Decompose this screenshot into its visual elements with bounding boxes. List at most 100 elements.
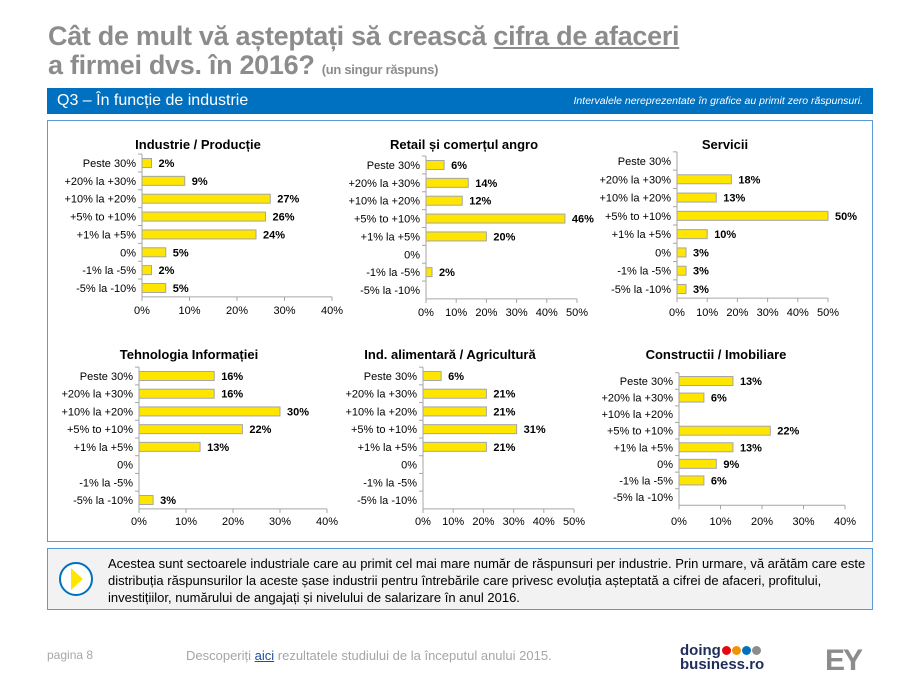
bar	[425, 177, 469, 188]
data-label: 3%	[160, 495, 176, 507]
category-label: -5% la -10%	[73, 495, 133, 507]
data-label: 3%	[693, 284, 709, 296]
bar	[678, 458, 717, 469]
category-label: +5% to +10%	[67, 424, 133, 436]
bar	[422, 424, 518, 435]
data-label: 13%	[740, 442, 762, 454]
x-tick-label: 30%	[503, 516, 525, 528]
category-label: +1% la +5%	[358, 442, 418, 454]
title-text-line2: a firmei dvs. în 2016?	[48, 50, 315, 80]
chart-1: Industrie / Producție 0% 10% 20% 30% 40% Peste…	[64, 137, 343, 317]
category-label: +1% la +5%	[612, 229, 672, 241]
x-tick-label: 50%	[566, 307, 588, 319]
data-label: 21%	[493, 442, 515, 454]
category-label: Peste 30%	[364, 371, 417, 383]
category-label: +5% to +10%	[605, 211, 671, 223]
category-label: Peste 30%	[620, 376, 673, 388]
section-note: Intervalele nereprezentate în grafice au…	[573, 95, 863, 107]
chart-title: Constructii / Imobiliare	[646, 347, 787, 362]
x-tick-label: 30%	[269, 516, 291, 528]
category-label: -1% la -5%	[619, 475, 673, 487]
category-label: 0%	[657, 459, 673, 471]
category-label: -5% la -10%	[613, 492, 673, 504]
x-tick-label: 50%	[563, 516, 585, 528]
logo-doing: doing	[680, 642, 721, 659]
bar	[678, 392, 705, 403]
bar	[678, 425, 771, 436]
category-label: +5% to +10%	[354, 214, 420, 226]
bar	[676, 229, 708, 240]
logo-business: business.ro	[680, 656, 765, 674]
data-label: 5%	[173, 247, 189, 259]
data-label: 16%	[221, 389, 243, 401]
section-header: Q3 – În funcție de industrie Intervalele…	[47, 88, 873, 114]
x-tick-label: 40%	[316, 516, 338, 528]
category-label: 0%	[120, 247, 136, 259]
category-label: +10% la +20%	[601, 409, 673, 421]
x-tick-label: 40%	[533, 516, 555, 528]
x-tick-label: 40%	[536, 307, 558, 319]
bar	[676, 265, 687, 276]
bar	[422, 371, 442, 381]
data-label: 21%	[493, 389, 515, 401]
category-label: +5% to +10%	[70, 212, 136, 224]
data-label: 10%	[714, 229, 736, 241]
data-label: 16%	[221, 371, 243, 383]
x-tick-label: 0%	[131, 516, 147, 528]
x-tick-label: 0%	[415, 516, 431, 528]
bar	[676, 210, 829, 221]
x-tick-label: 30%	[792, 516, 814, 528]
bar	[138, 371, 215, 381]
x-tick-label: 20%	[475, 307, 497, 319]
data-label: 30%	[287, 406, 309, 418]
bar	[138, 424, 243, 435]
data-label: 18%	[738, 174, 760, 186]
bar	[141, 175, 186, 186]
data-label: 6%	[711, 393, 727, 405]
category-label: +5% to +10%	[351, 424, 417, 436]
category-label: +1% la +5%	[361, 231, 421, 243]
category-label: +20% la +30%	[64, 176, 136, 188]
bar	[676, 284, 687, 294]
x-tick-label: 10%	[696, 307, 718, 319]
chart-title: Tehnologia Informației	[120, 347, 258, 362]
category-label: +20% la +30%	[345, 389, 417, 401]
bar	[138, 441, 201, 452]
data-label: 3%	[693, 266, 709, 278]
footer-link[interactable]: aici	[254, 648, 275, 663]
title-note: (un singur răspuns)	[321, 62, 439, 77]
category-label: -5% la -10%	[611, 284, 671, 296]
bar	[676, 192, 717, 203]
category-label: 0%	[655, 247, 671, 259]
category-label: +20% la +30%	[61, 389, 133, 401]
bar	[678, 376, 734, 386]
data-label: 2%	[159, 158, 175, 170]
x-tick-label: 20%	[226, 305, 248, 317]
bar	[141, 193, 271, 204]
data-label: 14%	[475, 178, 497, 190]
category-label: +1% la +5%	[77, 229, 137, 241]
x-tick-label: 10%	[178, 305, 200, 317]
data-label: 3%	[693, 247, 709, 259]
bar	[676, 247, 687, 258]
category-label: +10% la +20%	[61, 406, 133, 418]
data-label: 9%	[723, 459, 739, 471]
logo-dots-icon	[721, 644, 761, 658]
x-tick-label: 10%	[175, 516, 197, 528]
chart-2: Retail și comerțul angro 0% 10% 20% 30% 40% 50…	[348, 137, 594, 319]
bar	[425, 267, 433, 278]
category-label: +10% la +20%	[348, 196, 420, 208]
category-label: +5% to +10%	[607, 426, 673, 438]
category-label: 0%	[117, 460, 133, 472]
category-label: -5% la -10%	[360, 285, 420, 297]
x-tick-label: 0%	[671, 516, 687, 528]
x-tick-label: 0%	[418, 307, 434, 319]
data-label: 13%	[740, 376, 762, 388]
data-label: 6%	[448, 371, 464, 383]
bar	[141, 158, 152, 168]
category-label: +10% la +20%	[64, 194, 136, 206]
data-label: 22%	[249, 424, 271, 436]
doingbusiness-logo: doing business.ro	[680, 642, 765, 674]
data-label: 2%	[159, 265, 175, 277]
